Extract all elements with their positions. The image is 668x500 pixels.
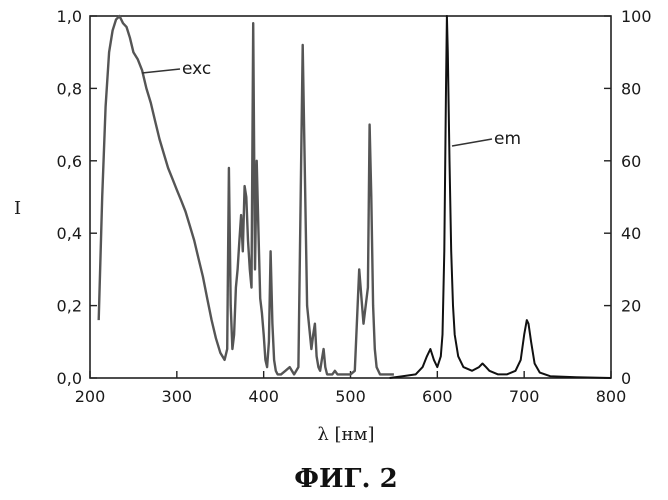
exc-series-label: exc <box>182 59 211 79</box>
series-layer <box>99 16 611 378</box>
y-right-tick-label: 20 <box>621 297 641 316</box>
ticks-layer: 200 300 400 500 600 700 800 0,0 0,2 0,4 0,6 0,8 1,0 0… <box>57 7 652 406</box>
y-left-tick-label: 0,8 <box>57 79 82 98</box>
y-right-tick-label: 0 <box>621 369 631 388</box>
exc-series-line <box>99 16 394 374</box>
y-right-tick-label: 60 <box>621 152 641 171</box>
em-leader-line <box>452 139 492 146</box>
y-right-tick-label: 100 <box>621 7 652 26</box>
y-left-tick-label: 0,2 <box>57 297 82 316</box>
x-tick-label: 200 <box>75 387 106 406</box>
x-tick-label: 300 <box>162 387 193 406</box>
y-left-tick-label: 1,0 <box>57 7 82 26</box>
x-tick-label: 700 <box>509 387 540 406</box>
x-tick-label: 800 <box>596 387 627 406</box>
y-left-tick-label: 0,0 <box>57 369 82 388</box>
y-right-tick-label: 80 <box>621 79 641 98</box>
x-tick-label: 600 <box>422 387 453 406</box>
y-axis-title: I <box>14 198 21 219</box>
figure: 200 300 400 500 600 700 800 0,0 0,2 0,4 0,6 0,8 1,0 0… <box>0 0 668 500</box>
y-right-tick-label: 40 <box>621 224 641 243</box>
em-series-line <box>390 16 611 378</box>
figure-caption: ФИГ. 2 <box>294 464 397 494</box>
x-tick-label: 500 <box>335 387 366 406</box>
y-left-tick-label: 0,6 <box>57 152 82 171</box>
y-left-tick-label: 0,4 <box>57 224 82 243</box>
em-series-label: em <box>494 129 521 149</box>
exc-leader-line <box>142 69 180 73</box>
x-axis-title: λ [нм] <box>317 424 374 445</box>
x-tick-label: 400 <box>248 387 279 406</box>
